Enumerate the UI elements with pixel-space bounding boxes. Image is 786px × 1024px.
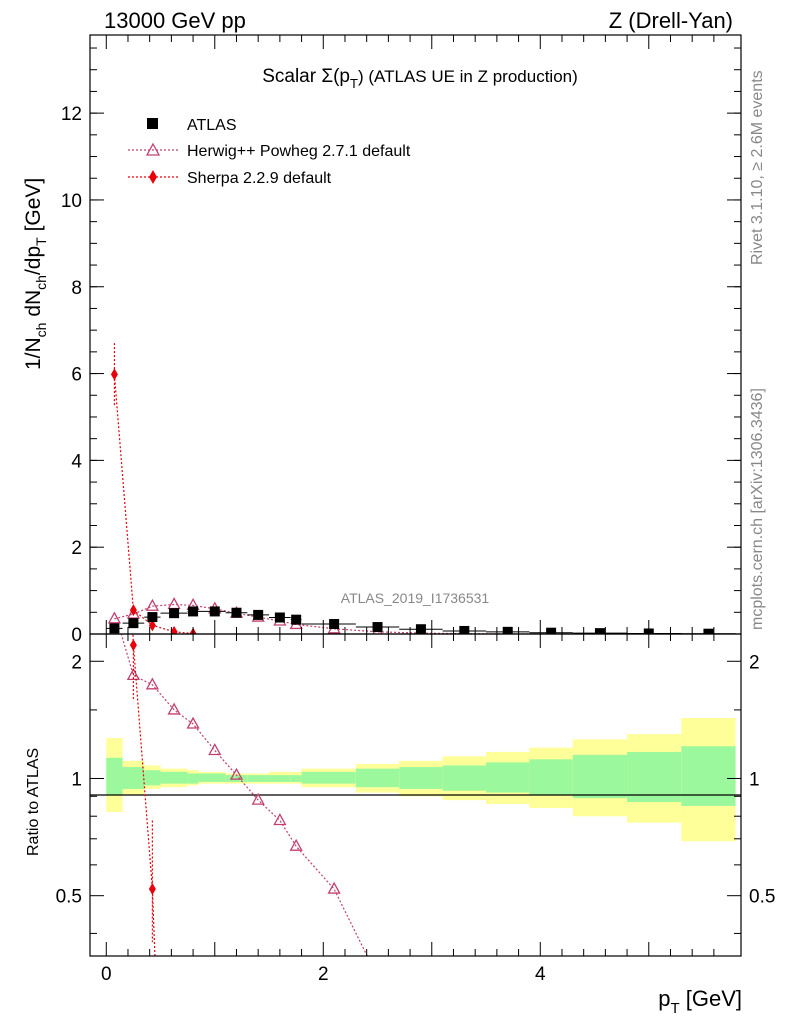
atlas-point [291, 614, 302, 625]
ratio-ytick-label-right: 1 [749, 769, 760, 790]
legend-atlas-marker [147, 118, 158, 129]
chart-title-suffix: ) (ATLAS UE in Z production) [358, 67, 578, 86]
ratio-ytick-label-right: 2 [749, 652, 760, 673]
xtick-label: 2 [318, 964, 329, 985]
atlas-point [109, 623, 120, 634]
atlas-point [128, 618, 139, 629]
ratio-band-inner [122, 767, 145, 789]
chart-title: Scalar Σ(pT) (ATLAS UE in Z production) [262, 66, 578, 91]
legend-atlas-label: ATLAS [187, 117, 237, 134]
atlas-point [253, 609, 264, 620]
herwig-point [167, 597, 181, 610]
ratio-ytick-label: 2 [71, 652, 82, 673]
herwig-ratio-point [126, 668, 140, 681]
ratio-band-inner [572, 754, 628, 799]
atlas-point [329, 619, 340, 630]
main-ytick-label: 6 [71, 365, 82, 386]
ratio-axis-ticks: 0 2 4 0.5 0.5 1 1 2 2 [56, 634, 775, 985]
ratio-band-inner [355, 768, 400, 788]
atlas-point [459, 625, 470, 634]
atlas-point [274, 612, 285, 623]
atlas-point [169, 608, 180, 619]
ratio-band-inner [144, 770, 161, 786]
atlas-point [372, 622, 383, 633]
atlas-point [502, 626, 513, 634]
main-ytick-label: 4 [71, 451, 82, 472]
atlas-point [594, 628, 605, 634]
ratio-band-inner [399, 767, 443, 789]
analysis-tag: ATLAS_2019_I1736531 [341, 590, 490, 606]
atlas-point [209, 606, 220, 617]
ratio-ytick-label: 0.5 [56, 887, 82, 908]
main-ytick-label: 12 [61, 104, 82, 125]
herwig-ratio-point [327, 881, 341, 894]
sherpa-point [110, 368, 118, 381]
atlas-point [703, 628, 714, 634]
ratio-y-axis-label: Ratio to ATLAS [25, 748, 42, 856]
herwig-point [107, 611, 122, 624]
ratio-bands [106, 717, 736, 842]
main-ytick-label: 8 [71, 278, 82, 299]
ratio-band-inner [681, 746, 736, 806]
ratio-band-inner [486, 762, 530, 793]
sherpa-point [170, 625, 178, 634]
ratio-ytick-label: 1 [71, 769, 82, 790]
sherpa-ratio-point [129, 639, 137, 652]
herwig-ratio-point [251, 792, 265, 805]
ratio-band-inner [160, 771, 188, 784]
legend-herwig-marker [145, 142, 161, 156]
chart-title-prefix: Scalar Σ(p [262, 66, 350, 87]
atlas-point [415, 624, 426, 634]
atlas-point [546, 627, 557, 634]
y-axis-label: 1/Nch dNch/dpT [GeV] [22, 178, 49, 370]
ratio-band-inner [627, 751, 682, 803]
herwig-ratio-point [273, 813, 287, 826]
herwig-point [145, 598, 159, 611]
ratio-series-layer [120, 634, 368, 956]
ratio-band-inner [301, 771, 356, 784]
xtick-label: 0 [101, 964, 112, 985]
header-right: Z (Drell-Yan) [609, 8, 733, 33]
ratio-band-inner [442, 765, 487, 791]
sherpa-point [129, 604, 137, 617]
legend-herwig-label: Herwig++ Powheg 2.7.1 default [187, 143, 411, 160]
ratio-ytick-label-right: 0.5 [749, 887, 775, 908]
sherpa-ratio-line [132, 634, 156, 956]
ratio-band-inner [247, 775, 270, 782]
herwig-ratio-point [208, 743, 222, 756]
herwig-ratio-point [145, 677, 159, 690]
herwig-ratio-point [167, 702, 181, 715]
main-ytick-label: 10 [61, 191, 82, 212]
atlas-point [147, 612, 158, 623]
ratio-band-inner [290, 775, 302, 782]
sherpa-point [148, 619, 156, 632]
herwig-ratio-point [186, 716, 200, 729]
atlas-point [231, 607, 242, 618]
herwig-ratio-point [289, 838, 303, 851]
chart-title-sub: T [350, 76, 358, 91]
ratio-band-inner [187, 773, 199, 784]
atlas-point [188, 606, 199, 617]
herwig-ratio-point [229, 767, 244, 780]
ratio-band-inner [106, 757, 123, 795]
header-left: 13000 GeV pp [104, 8, 246, 33]
ratio-band-inner [529, 759, 573, 795]
main-series-layer [106, 343, 736, 634]
sherpa-ratio-point [148, 883, 156, 896]
rivet-version-label: Rivet 3.1.10, ≥ 2.6M events [749, 70, 766, 265]
mcplots-label: mcplots.cern.ch [arXiv:1306.3436] [749, 388, 766, 630]
legend-sherpa-marker [149, 170, 157, 184]
ratio-panel-frame [89, 633, 742, 957]
main-ytick-label: 0 [71, 625, 82, 646]
xtick-label: 4 [535, 964, 546, 985]
sherpa-line [113, 374, 194, 634]
main-ytick-label: 2 [71, 538, 82, 559]
legend: ATLAS Herwig++ Powheg 2.7.1 default Sher… [128, 117, 411, 187]
legend-sherpa-label: Sherpa 2.2.9 default [187, 170, 332, 187]
x-axis-label: pT [GeV] [658, 986, 742, 1017]
ratio-band-inner [198, 773, 226, 782]
main-axis-ticks: 0 2 4 6 8 10 12 [61, 35, 741, 646]
ratio-band-inner [269, 775, 291, 782]
